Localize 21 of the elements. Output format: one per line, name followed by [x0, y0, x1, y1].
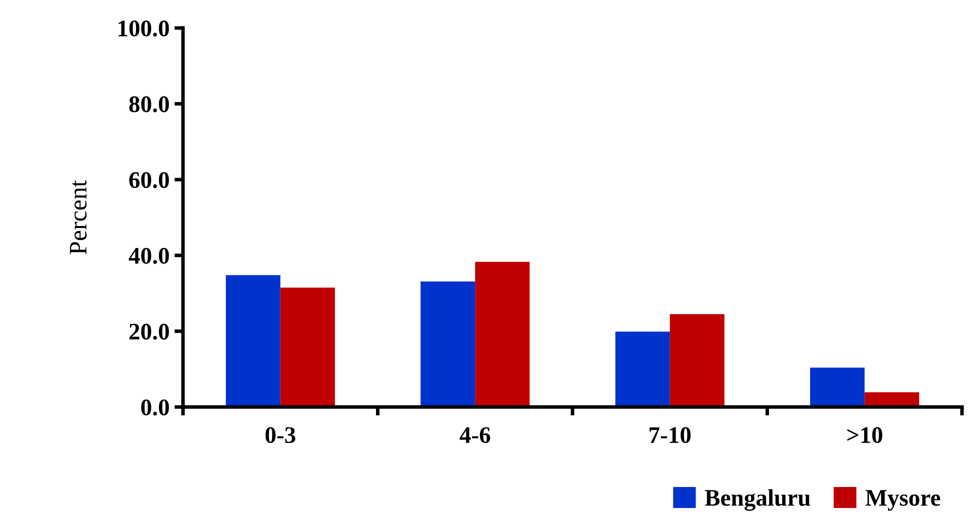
legend-label: Mysore [866, 490, 940, 511]
x-tick-label: 0-3 [266, 427, 296, 444]
y-tick-label: 40.0 [128, 248, 169, 264]
y-tick-label: 60.0 [129, 172, 169, 188]
x-tick-label: >10 [847, 427, 882, 444]
y-tick-label: 80.0 [129, 96, 169, 112]
x-tick-label: 7-10 [650, 427, 691, 444]
bar [864, 392, 920, 407]
legend-label: Bengaluru [704, 489, 810, 511]
bar [475, 262, 530, 407]
bar [810, 368, 865, 407]
bar [420, 282, 476, 407]
y-tick-label: 100.0 [118, 20, 169, 37]
y-tick-label: 20.0 [129, 324, 169, 340]
bar [615, 332, 670, 407]
y-tick-label: 0.0 [141, 399, 169, 416]
y-axis-title: Percent [70, 180, 87, 254]
bar [226, 275, 280, 407]
bar [670, 314, 724, 407]
x-tick-label: 4-6 [460, 427, 490, 444]
bar [280, 288, 335, 407]
